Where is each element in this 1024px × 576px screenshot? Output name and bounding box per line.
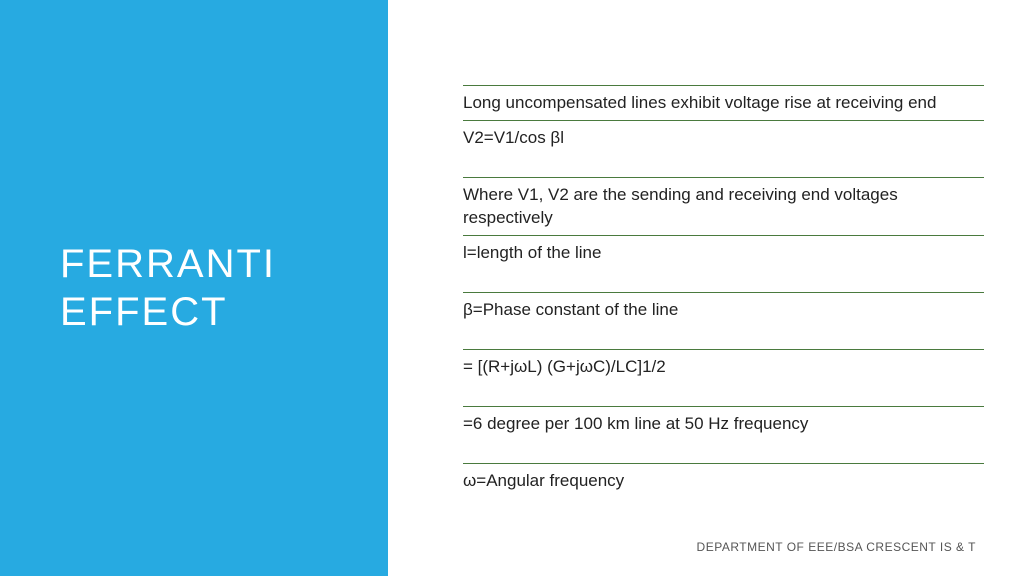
content-item: Long uncompensated lines exhibit voltage… <box>463 85 984 120</box>
content-item: ω=Angular frequency <box>463 463 984 498</box>
footer-text: DEPARTMENT OF EEE/BSA CRESCENT IS & T <box>697 540 976 554</box>
slide-title: FERRANTI EFFECT <box>60 240 368 336</box>
content-item: l=length of the line <box>463 235 984 270</box>
title-panel: FERRANTI EFFECT <box>0 0 388 576</box>
content-item: Where V1, V2 are the sending and receivi… <box>463 177 984 235</box>
content-item: β=Phase constant of the line <box>463 292 984 327</box>
content-item: V2=V1/cos βl <box>463 120 984 155</box>
content-list: Long uncompensated lines exhibit voltage… <box>463 85 984 497</box>
content-item: = [(R+jωL) (G+jωC)/LC]1/2 <box>463 349 984 384</box>
content-item: =6 degree per 100 km line at 50 Hz frequ… <box>463 406 984 441</box>
content-panel: Long uncompensated lines exhibit voltage… <box>388 0 1024 576</box>
slide: FERRANTI EFFECT Long uncompensated lines… <box>0 0 1024 576</box>
